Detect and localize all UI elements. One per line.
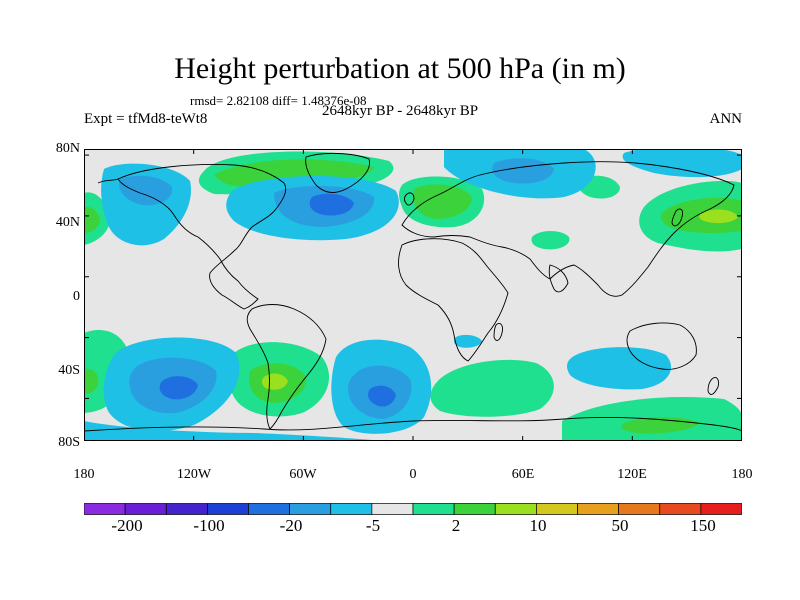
alaska-coastline [97,178,119,184]
lat-label: 0 [73,289,80,304]
colorbar-swatch [536,503,578,515]
lon-label: 120W [176,467,212,482]
colorbar-swatch [289,503,332,515]
africa-coastline [398,238,509,362]
east-asia-negative-region [622,149,742,178]
south-atlantic-negative-peak [368,385,396,407]
colorbar [84,503,742,515]
colorbar-swatch [700,503,742,515]
north-pacific-negative-core [119,175,173,206]
madagascar-coastline [493,322,503,341]
colorbar-swatch [165,503,208,515]
antarctica-coastline [84,416,742,432]
colorbar-swatch [412,503,455,515]
lon-label: 0 [409,467,417,482]
colorbar-swatch [371,503,414,515]
central-asia-positive-region [531,231,570,250]
greenland-coastline [305,152,370,193]
lon-label: 120E [617,467,647,482]
europe-positive-core [413,184,472,219]
south-pacific-negative-peak [159,376,198,400]
new-zealand-coastline [707,376,719,395]
colorbar-swatch [124,503,167,515]
south-america-positive-peak [261,373,288,390]
colorbar-label: 50 [611,516,629,535]
southern-ocean-negative-band [84,421,384,441]
lat-label: 40S [58,363,80,378]
australia-coastline [626,322,697,370]
south-america-coastline [246,304,327,430]
colorbar-label: -20 [279,516,303,535]
eurasia-coastline [401,161,735,297]
colorbar-label: 2 [451,516,461,535]
siberia-negative-core [492,158,554,184]
colorbar-swatch [618,503,661,515]
colorbar-swatch [494,503,537,515]
indian-ocean-negative-region [567,347,672,390]
experiment-label: Expt = tfMd8-teWt8 [84,111,208,127]
colorbar-label: -5 [365,516,381,535]
west-pacific-positive-core [84,206,100,233]
colorbar-swatch [659,503,702,515]
colorbar-swatch [453,503,496,515]
stats-label: rmsd= 2.82108 diff= 1.48376e-08 [190,93,367,108]
india-coastline [548,264,569,293]
colorbar-label: -200 [111,516,143,535]
coastlines [84,152,742,432]
uk-coastline [404,192,415,206]
lon-label: 60E [511,467,535,482]
japan-coastline [671,208,683,227]
colorbar-swatch [207,503,249,515]
colorbar-label: 10 [529,516,547,535]
colorbar-swatch [248,503,290,515]
lat-label: 40N [55,215,80,230]
colorbar-swatch [577,503,619,515]
lat-label: 80N [55,141,80,156]
pacific-positive-peak [699,209,738,224]
north-america-coastline [117,164,287,310]
plot-title: Height perturbation at 500 hPa (in m) [174,52,626,85]
negative-anomaly-regions [84,149,742,441]
colorbar-swatch [84,503,126,515]
lon-label: 180 [73,467,95,482]
colorbar-label: -100 [193,516,225,535]
period-label: 2648kyr BP - 2648kyr BP [321,103,479,119]
africa-negative-region [453,334,482,348]
axis-ticks [84,149,742,441]
north-atlantic-negative-peak [309,193,354,216]
lon-label: 60W [289,467,317,482]
season-label: ANN [709,111,743,127]
colorbar-swatch [330,503,373,515]
height-perturbation-map [84,149,742,441]
south-pacific-positive-core [84,368,99,394]
positive-anomaly-regions [84,151,742,441]
south-atlantic-positive-region [430,359,554,417]
lon-label: 180 [731,467,753,482]
lat-label: 80S [58,435,80,450]
colorbar-label: 150 [690,516,716,535]
